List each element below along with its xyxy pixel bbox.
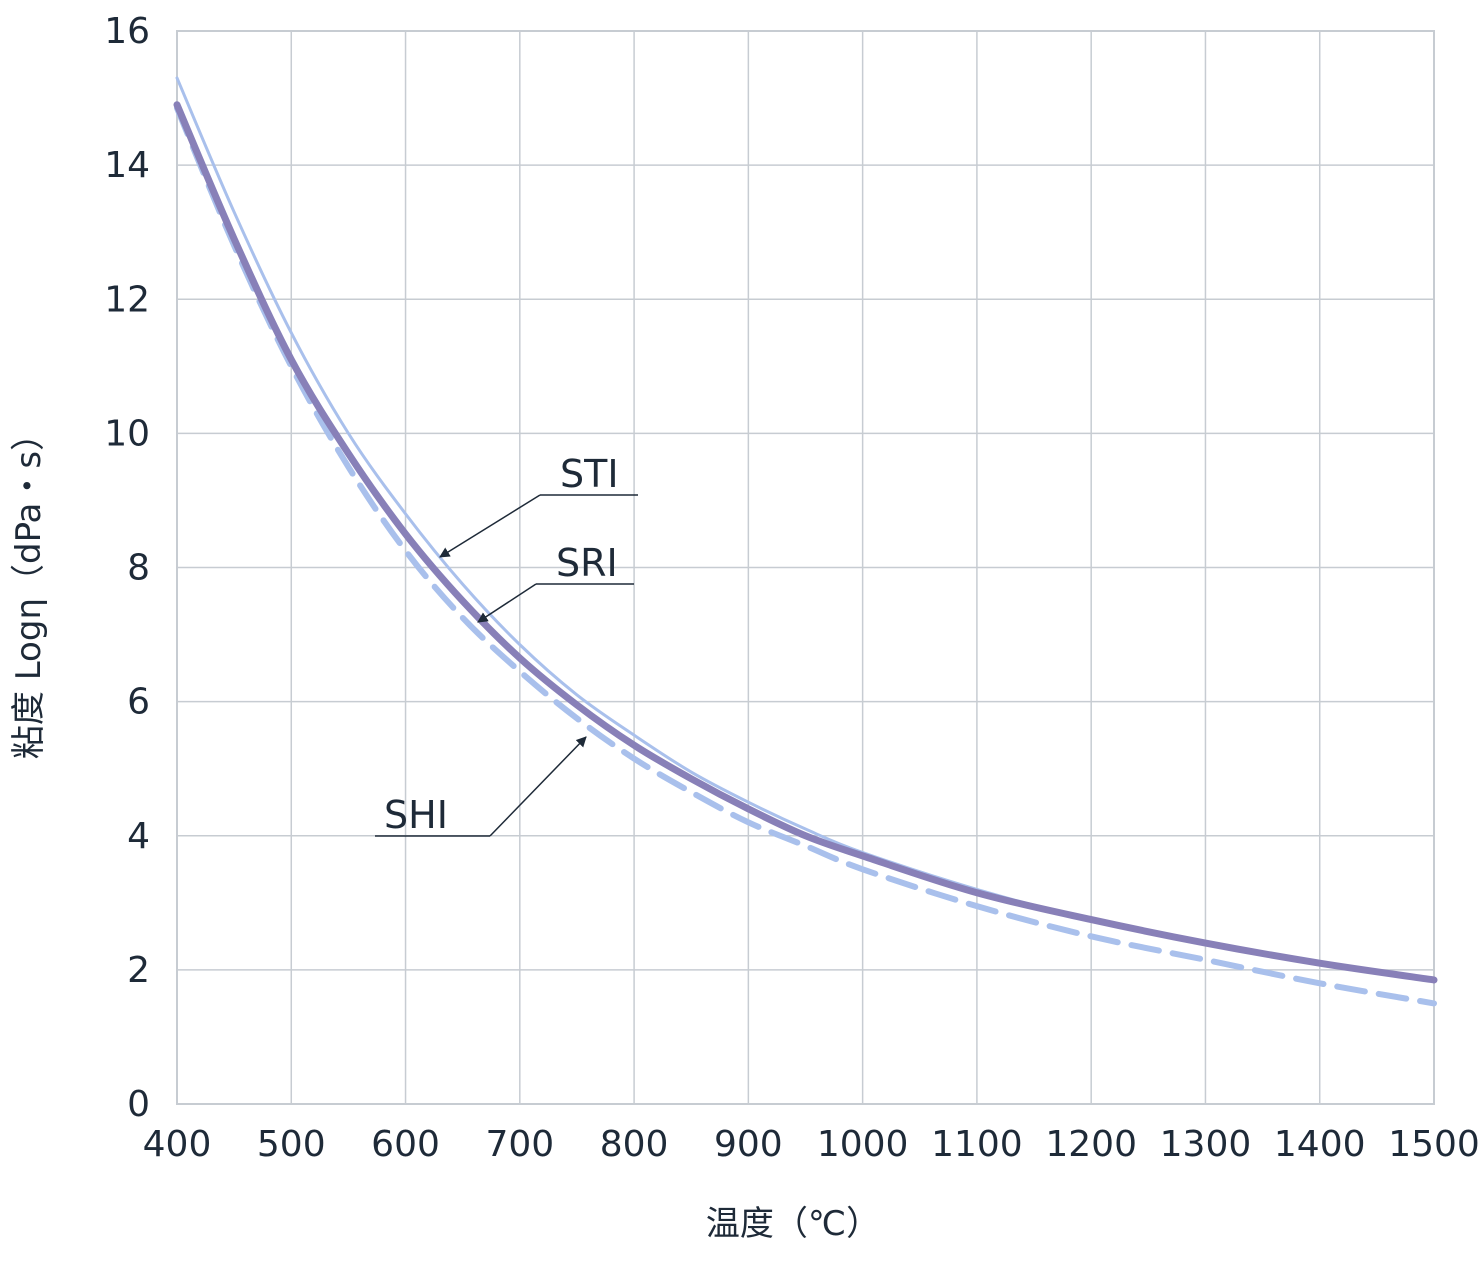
sti-label: STI xyxy=(560,452,619,496)
chart-grid xyxy=(176,30,1435,1105)
y-tick-label: 10 xyxy=(104,413,150,454)
x-tick-label: 1100 xyxy=(931,1124,1023,1165)
y-tick-label: 2 xyxy=(127,950,150,991)
chart-ticks: 400 500 600 700 800 900 1000 1100 1200 1300 1400 15… xyxy=(104,11,1480,1165)
sri-label: SRI xyxy=(556,541,618,585)
shi-leader-arrow xyxy=(489,736,587,837)
x-tick-label: 1300 xyxy=(1160,1124,1252,1165)
x-tick-label: 500 xyxy=(257,1124,326,1165)
x-tick-label: 700 xyxy=(485,1124,554,1165)
x-tick-label: 400 xyxy=(143,1124,212,1165)
chart-series xyxy=(173,76,1438,1007)
y-tick-label: 12 xyxy=(104,279,150,320)
x-tick-label: 1200 xyxy=(1045,1124,1137,1165)
series-annotations: STI SRI SHI xyxy=(375,452,638,837)
sti-leader-arrow xyxy=(439,494,541,558)
y-axis-title: 粘度 Logη（dPa・s） xyxy=(9,417,49,759)
series-line-sri xyxy=(173,101,1438,984)
x-tick-label: 1000 xyxy=(817,1124,909,1165)
x-tick-label: 900 xyxy=(714,1124,783,1165)
x-tick-label: 1400 xyxy=(1274,1124,1366,1165)
x-tick-label: 800 xyxy=(600,1124,669,1165)
y-tick-label: 8 xyxy=(127,548,150,589)
x-axis-title: 温度（℃） xyxy=(706,1204,880,1244)
y-tick-label: 0 xyxy=(127,1084,150,1125)
series-line-shi xyxy=(174,105,1437,1007)
y-tick-label: 16 xyxy=(104,11,150,52)
x-tick-label: 1500 xyxy=(1388,1124,1480,1165)
sri-leader-arrow xyxy=(477,583,537,623)
y-tick-label: 14 xyxy=(104,145,150,186)
shi-label: SHI xyxy=(384,793,448,837)
series-line-sti xyxy=(175,76,1436,982)
y-tick-label: 6 xyxy=(127,682,150,723)
y-tick-label: 4 xyxy=(127,816,150,857)
x-tick-label: 600 xyxy=(371,1124,440,1165)
